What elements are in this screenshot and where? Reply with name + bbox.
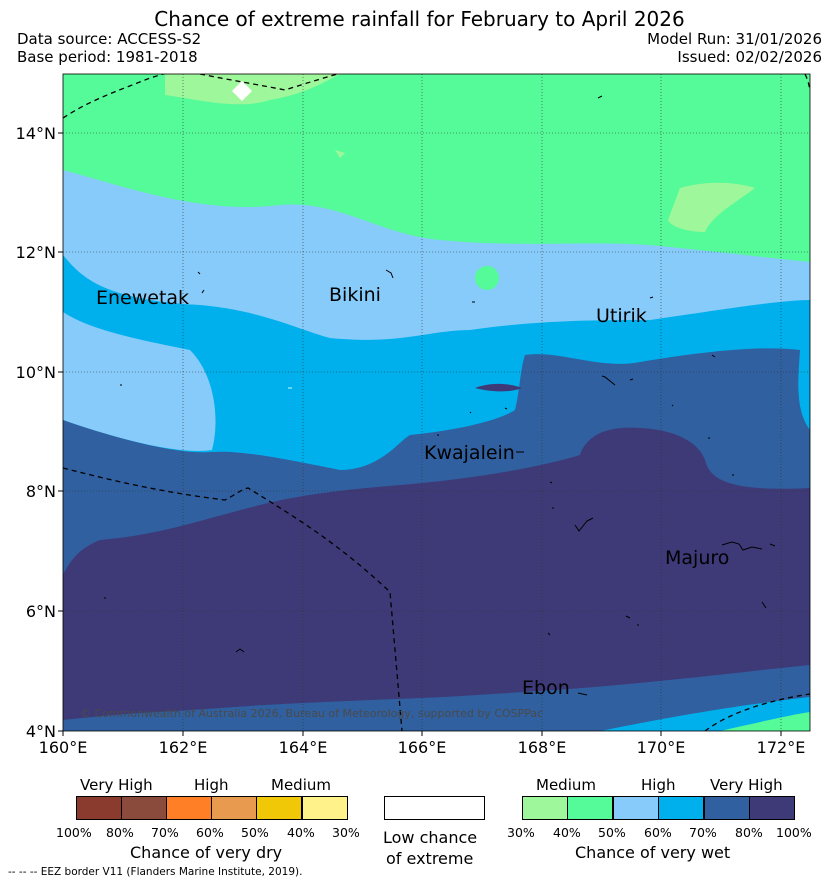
lon-label-160e: 160°E <box>39 738 88 757</box>
base-period: Base period: 1981-2018 <box>17 48 198 66</box>
lat-label-8n: 8°N <box>26 482 56 501</box>
dry-caption: Chance of very dry <box>130 843 283 862</box>
dry-tick-40: 40% <box>287 825 315 840</box>
lat-label-14n: 14°N <box>16 124 56 143</box>
dry-tick-70: 70% <box>151 825 179 840</box>
wet-tick-30: 30% <box>507 825 535 840</box>
place-enewetak: Enewetak <box>96 287 189 309</box>
band-40-50-spot <box>475 266 499 290</box>
lat-label-10n: 10°N <box>16 363 56 382</box>
dry-swatch-70-80 <box>121 796 167 820</box>
eez-border <box>63 74 810 731</box>
band-30-40-east <box>668 182 755 232</box>
white-marker <box>232 81 252 101</box>
wet-tick-100: 100% <box>776 825 812 840</box>
wet-tick-40: 40% <box>553 825 581 840</box>
issued-date: Issued: 02/02/2026 <box>677 48 822 66</box>
place-bikini: Bikini <box>329 284 381 306</box>
band-80-100-inlet <box>475 383 522 392</box>
lon-label-168e: 168°E <box>518 738 567 757</box>
dry-tick-60: 60% <box>196 825 224 840</box>
lon-label-166e: 166°E <box>398 738 447 757</box>
lon-label-164e: 164°E <box>279 738 328 757</box>
wet-swatch-70-80 <box>704 796 750 820</box>
lon-label-170e: 170°E <box>637 738 686 757</box>
wet-swatch-40-50 <box>567 796 613 820</box>
dry-header-high: High <box>194 776 229 794</box>
island-outlines <box>104 95 776 696</box>
place-kwajalein: Kwajalein <box>424 442 515 464</box>
wet-swatch-80-100 <box>749 796 795 820</box>
wet-header-high: High <box>641 776 676 794</box>
band-50-60-pocket <box>63 312 216 451</box>
wet-caption: Chance of very wet <box>575 843 731 862</box>
band-80-100 <box>63 427 810 720</box>
map-bands <box>63 74 810 731</box>
dry-swatch-40-50 <box>256 796 302 820</box>
eez-footnote: -- -- -- EEZ border V11 (Flanders Marine… <box>8 866 303 878</box>
lon-label-172e: 172°E <box>757 738 806 757</box>
lat-label-4n: 4°N <box>26 722 56 741</box>
low-chance-swatch <box>384 796 485 820</box>
map-frame <box>62 73 811 732</box>
low-caption-line1: Low chance <box>383 828 478 847</box>
dry-swatch-50-60 <box>211 796 257 820</box>
low-caption-line2: of extreme <box>386 849 474 868</box>
wet-tick-70: 70% <box>689 825 717 840</box>
band-40-50-south <box>720 712 810 731</box>
wet-swatch-50-60 <box>613 796 659 820</box>
band-30-40-speck <box>335 150 345 158</box>
lat-label-12n: 12°N <box>16 243 56 262</box>
wet-swatch-30-40 <box>522 796 568 820</box>
dry-tick-50: 50% <box>241 825 269 840</box>
dry-header-medium: Medium <box>271 776 331 794</box>
lat-label-6n: 6°N <box>26 602 56 621</box>
data-source: Data source: ACCESS-S2 <box>17 30 202 48</box>
wet-header-very-high: Very High <box>710 776 783 794</box>
wet-tick-60: 60% <box>644 825 672 840</box>
wet-header-medium: Medium <box>536 776 596 794</box>
dry-swatch-60-70 <box>166 796 212 820</box>
dry-header-very-high: Very High <box>80 776 153 794</box>
wet-tick-50: 50% <box>598 825 626 840</box>
band-70-80-south <box>63 672 810 731</box>
place-utirik: Utirik <box>596 305 647 327</box>
lon-label-162e: 162°E <box>159 738 208 757</box>
dry-tick-100: 100% <box>56 825 92 840</box>
band-30-40-north <box>165 74 340 105</box>
map-title: Chance of extreme rainfall for February … <box>154 7 685 31</box>
axis-ticks <box>58 132 782 736</box>
dry-swatch-30-40 <box>302 796 348 820</box>
wet-tick-80: 80% <box>735 825 763 840</box>
dry-swatch-80-100 <box>76 796 122 820</box>
copyright-notice: © Commonwealth of Australia 2026, Bureau… <box>80 707 543 720</box>
place-majuro: Majuro <box>665 547 729 569</box>
wet-swatch-60-70 <box>658 796 704 820</box>
model-run: Model Run: 31/01/2026 <box>647 30 822 48</box>
dry-tick-30: 30% <box>332 825 360 840</box>
dry-tick-80: 80% <box>106 825 134 840</box>
place-ebon: Ebon <box>522 677 570 699</box>
